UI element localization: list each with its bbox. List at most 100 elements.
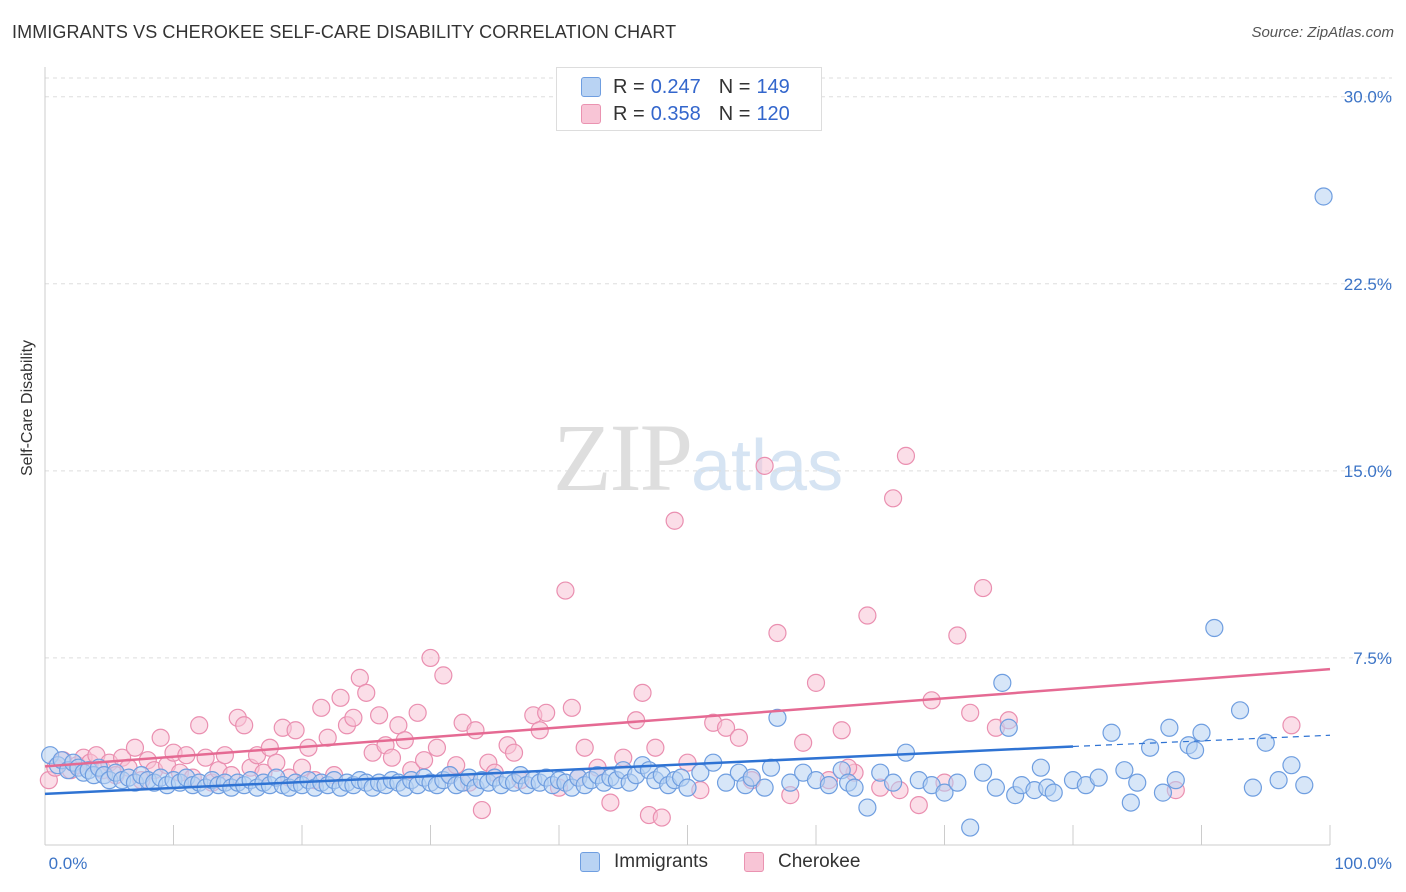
point-cherokee	[472, 800, 491, 820]
series-legend-immigrants[interactable]: Immigrants	[580, 851, 708, 873]
point-cherokee	[1282, 716, 1301, 735]
point-cherokee	[504, 743, 524, 762]
legend-r-label: R =	[613, 75, 645, 98]
point-cherokee	[556, 581, 575, 600]
y-tick-label: 7.5%	[1353, 649, 1392, 668]
point-cherokee	[190, 716, 209, 735]
point-immigrants	[1282, 756, 1301, 775]
point-immigrants	[1160, 718, 1179, 737]
legend-swatch-immigrants	[581, 77, 601, 97]
point-cherokee	[286, 721, 305, 740]
y-tick-label: 15.0%	[1344, 462, 1392, 481]
point-immigrants	[1185, 741, 1205, 760]
point-cherokee	[832, 721, 851, 740]
series-legend-swatch-cherokee	[744, 852, 764, 872]
point-cherokee	[434, 666, 453, 685]
x-tick-label: 0.0%	[49, 854, 88, 873]
point-immigrants	[948, 773, 967, 792]
point-immigrants	[1044, 783, 1063, 802]
y-tick-label: 22.5%	[1344, 275, 1392, 294]
point-cherokee	[961, 703, 980, 722]
point-cherokee	[350, 668, 369, 687]
point-immigrants	[1153, 783, 1173, 802]
point-cherokee	[408, 703, 427, 722]
chart-source: Source: ZipAtlas.com	[1251, 24, 1394, 41]
point-immigrants	[993, 673, 1012, 692]
point-cherokee	[421, 648, 440, 668]
point-cherokee	[601, 793, 620, 812]
point-cherokee	[665, 511, 684, 530]
trendline-immigrants	[44, 745, 1074, 796]
series-legend-label-cherokee: Cherokee	[778, 851, 861, 872]
correlation-legend: R = 0.247 N = 149 R = 0.358 N = 120	[556, 67, 822, 131]
point-immigrants	[986, 778, 1006, 797]
chart-title: IMMIGRANTS VS CHEROKEE SELF-CARE DISABIL…	[12, 22, 677, 42]
point-cherokee	[806, 673, 826, 692]
point-cherokee	[883, 489, 903, 508]
legend-r-value: 0.358	[650, 102, 701, 125]
watermark-zip: ZIP	[553, 404, 693, 511]
point-cherokee	[562, 698, 581, 717]
point-immigrants	[678, 778, 697, 797]
point-immigrants	[999, 718, 1018, 737]
watermark: ZIPatlas	[553, 402, 843, 513]
point-immigrants	[1314, 187, 1333, 206]
point-immigrants	[935, 783, 954, 802]
legend-swatch-cherokee	[581, 104, 601, 124]
point-cherokee	[235, 716, 254, 735]
point-immigrants	[819, 776, 838, 795]
point-cherokee	[196, 748, 215, 767]
point-cherokee	[858, 606, 877, 625]
series-legend-swatch-immigrants	[580, 852, 600, 872]
point-cherokee	[768, 623, 787, 643]
trendline-cherokee	[44, 667, 1331, 768]
point-immigrants	[1102, 723, 1121, 742]
point-immigrants	[1031, 758, 1050, 777]
series-legend: Immigrants Cherokee	[0, 851, 1406, 877]
point-immigrants	[973, 763, 993, 782]
y-tick-label: 30.0%	[1344, 88, 1392, 107]
point-cherokee	[125, 738, 145, 757]
point-cherokee	[382, 748, 402, 767]
legend-r-label: R =	[613, 102, 645, 125]
trendline-extension-immigrants	[1072, 734, 1331, 748]
point-cherokee	[652, 808, 671, 827]
point-cherokee	[896, 446, 916, 465]
point-cherokee	[331, 688, 350, 707]
legend-n-label: N =	[718, 75, 751, 98]
point-immigrants	[768, 708, 787, 727]
point-cherokee	[370, 706, 389, 725]
point-immigrants	[1121, 793, 1140, 812]
point-immigrants	[1243, 778, 1263, 797]
point-cherokee	[794, 733, 813, 752]
point-immigrants	[1256, 733, 1275, 752]
y-axis-label: Self-Care Disability	[19, 339, 36, 476]
point-immigrants	[1205, 618, 1224, 638]
point-immigrants	[1140, 738, 1160, 757]
point-immigrants	[961, 818, 980, 837]
point-cherokee	[344, 708, 363, 727]
point-immigrants	[716, 773, 736, 792]
point-cherokee	[215, 746, 234, 765]
legend-n-label: N =	[718, 102, 751, 125]
point-immigrants	[1089, 768, 1108, 787]
point-cherokee	[973, 578, 993, 598]
point-cherokee	[312, 698, 331, 717]
legend-n-value: 120	[756, 102, 790, 125]
point-immigrants	[1269, 771, 1288, 790]
series-legend-cherokee[interactable]: Cherokee	[744, 851, 860, 873]
point-immigrants	[883, 773, 903, 792]
point-immigrants	[742, 768, 761, 787]
x-tick-label: 100.0%	[1334, 854, 1392, 873]
point-immigrants	[871, 763, 890, 782]
point-cherokee	[633, 683, 652, 702]
point-immigrants	[1128, 773, 1147, 792]
point-cherokee	[389, 716, 408, 735]
point-immigrants	[858, 798, 877, 817]
point-immigrants	[1192, 723, 1211, 742]
legend-r-value: 0.247	[650, 75, 701, 98]
point-immigrants	[781, 773, 800, 792]
legend-row-immigrants: R = 0.247 N = 149	[581, 75, 790, 99]
point-immigrants	[1295, 776, 1314, 795]
